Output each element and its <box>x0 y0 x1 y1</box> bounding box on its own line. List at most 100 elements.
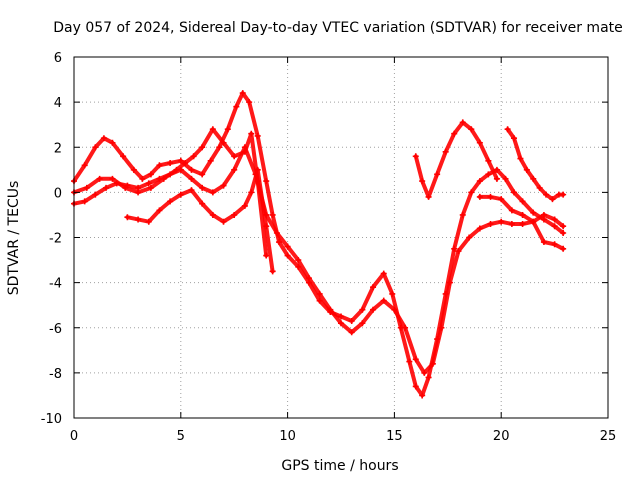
data-point <box>536 184 543 191</box>
data-point <box>220 139 227 146</box>
data-point <box>530 175 537 182</box>
data-point <box>239 90 246 97</box>
data-point <box>103 184 110 191</box>
grid <box>74 57 608 418</box>
data-point <box>316 297 323 304</box>
data-point <box>438 324 445 331</box>
data-point <box>284 243 291 250</box>
data-point <box>92 144 99 151</box>
data-point <box>207 157 214 164</box>
data-point <box>145 180 152 187</box>
data-point <box>156 162 163 169</box>
data-point <box>338 313 344 320</box>
data-point <box>530 218 537 225</box>
data-point <box>173 166 180 173</box>
y-tick-label: -6 <box>49 322 62 337</box>
data-point <box>412 356 419 363</box>
data-point <box>92 191 99 198</box>
data-point <box>459 119 466 126</box>
data-point <box>263 223 270 230</box>
data-point <box>96 175 103 182</box>
data-point <box>188 175 195 182</box>
data-point <box>109 139 116 146</box>
data-point <box>498 218 505 225</box>
y-tick-label: -8 <box>49 367 62 382</box>
data-point <box>549 196 556 203</box>
data-point <box>284 252 291 259</box>
data-point <box>530 209 537 216</box>
chart-title: Day 057 of 2024, Sidereal Day-to-day VTE… <box>53 20 623 36</box>
data-point <box>220 218 227 225</box>
data-point <box>487 193 494 200</box>
data-point <box>421 369 428 376</box>
data-point <box>429 360 436 367</box>
data-point <box>167 160 174 167</box>
data-point <box>560 229 567 236</box>
y-tick-label: -4 <box>49 277 62 292</box>
data-point <box>263 252 270 259</box>
data-point <box>135 189 142 196</box>
series-5 <box>412 119 500 200</box>
data-point <box>493 175 500 182</box>
data-point <box>419 178 426 185</box>
data-point <box>316 290 323 297</box>
data-point <box>109 175 116 182</box>
data-point <box>209 126 216 133</box>
data-point <box>508 220 515 227</box>
data-point <box>338 320 344 327</box>
data-point <box>389 290 396 297</box>
y-tick-label: 2 <box>54 141 62 156</box>
data-point <box>231 153 238 160</box>
data-point <box>511 135 518 142</box>
data-point <box>504 126 511 133</box>
data-point <box>160 175 167 182</box>
data-point <box>188 187 195 194</box>
data-point <box>130 166 137 173</box>
x-tick-label: 15 <box>386 429 403 444</box>
data-point <box>348 317 355 324</box>
data-point <box>199 171 206 178</box>
data-point <box>380 270 387 277</box>
series-4 <box>124 166 276 275</box>
data-point <box>446 279 453 286</box>
x-tick-label: 5 <box>177 429 185 444</box>
data-point <box>305 275 312 282</box>
data-point <box>519 198 526 205</box>
data-point <box>487 220 494 227</box>
data-point <box>233 103 240 110</box>
data-point <box>508 207 515 214</box>
data-point <box>177 157 184 164</box>
data-point <box>248 130 255 137</box>
data-point <box>476 178 483 185</box>
data-point <box>459 211 466 218</box>
data-point <box>442 148 449 155</box>
data-point <box>493 166 500 173</box>
data-point <box>295 257 302 264</box>
x-tick-label: 25 <box>600 429 617 444</box>
data-point <box>81 162 88 169</box>
x-axis-title: GPS time / hours <box>281 458 398 474</box>
data-point <box>276 239 283 246</box>
data-point <box>122 184 129 191</box>
data-point <box>476 193 483 200</box>
data-point <box>419 392 426 399</box>
data-point <box>519 211 526 218</box>
series-track <box>72 145 566 375</box>
data-point <box>468 126 475 133</box>
data-point <box>156 207 163 214</box>
data-point <box>81 198 88 205</box>
data-point <box>254 132 261 139</box>
data-point <box>124 214 131 221</box>
data-point <box>188 166 195 173</box>
data-point <box>147 184 154 191</box>
data-point <box>485 171 492 178</box>
x-tick-label: 0 <box>70 429 78 444</box>
data-point <box>519 220 526 227</box>
data-point <box>177 191 184 198</box>
data-point <box>167 198 174 205</box>
data-point <box>182 160 189 167</box>
y-tick-label: -10 <box>41 412 62 427</box>
data-point <box>425 193 432 200</box>
data-point <box>551 223 558 230</box>
